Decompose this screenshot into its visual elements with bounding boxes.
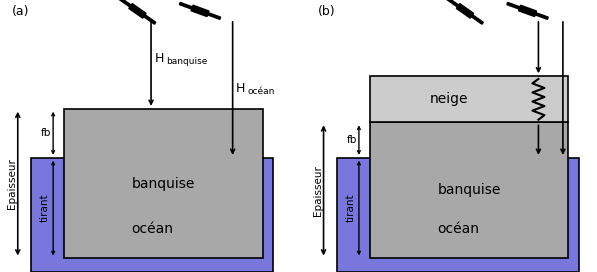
Bar [32,158,273,272]
Text: $\mathregular{H}$: $\mathregular{H}$ [154,52,164,65]
Bar [337,158,579,272]
Bar [370,122,568,258]
Text: fb: fb [41,128,51,138]
Text: neige: neige [430,92,469,106]
Polygon shape [144,15,156,24]
Polygon shape [535,13,548,19]
Polygon shape [519,5,537,17]
Text: (b): (b) [318,5,336,18]
Polygon shape [507,2,520,9]
Text: banquise: banquise [131,177,195,191]
Text: banquise: banquise [166,57,207,66]
Text: $\mathregular{H}$: $\mathregular{H}$ [235,82,245,95]
Polygon shape [119,0,131,7]
Text: océan: océan [437,222,479,236]
Text: Epaisseur: Epaisseur [7,158,17,209]
Polygon shape [456,4,473,18]
Polygon shape [129,4,146,18]
Text: tirant: tirant [346,194,356,222]
Text: Epaisseur: Epaisseur [313,165,323,216]
Text: banquise: banquise [438,183,501,197]
Text: fb: fb [347,135,357,145]
Polygon shape [191,5,209,17]
Text: tirant: tirant [40,194,50,222]
Text: océan: océan [248,86,275,96]
Polygon shape [471,15,484,24]
Polygon shape [208,13,221,19]
Text: océan: océan [131,222,173,236]
Bar [370,76,568,122]
Text: (a): (a) [13,5,30,18]
Polygon shape [447,0,458,7]
Bar [64,109,263,258]
Polygon shape [179,2,192,9]
